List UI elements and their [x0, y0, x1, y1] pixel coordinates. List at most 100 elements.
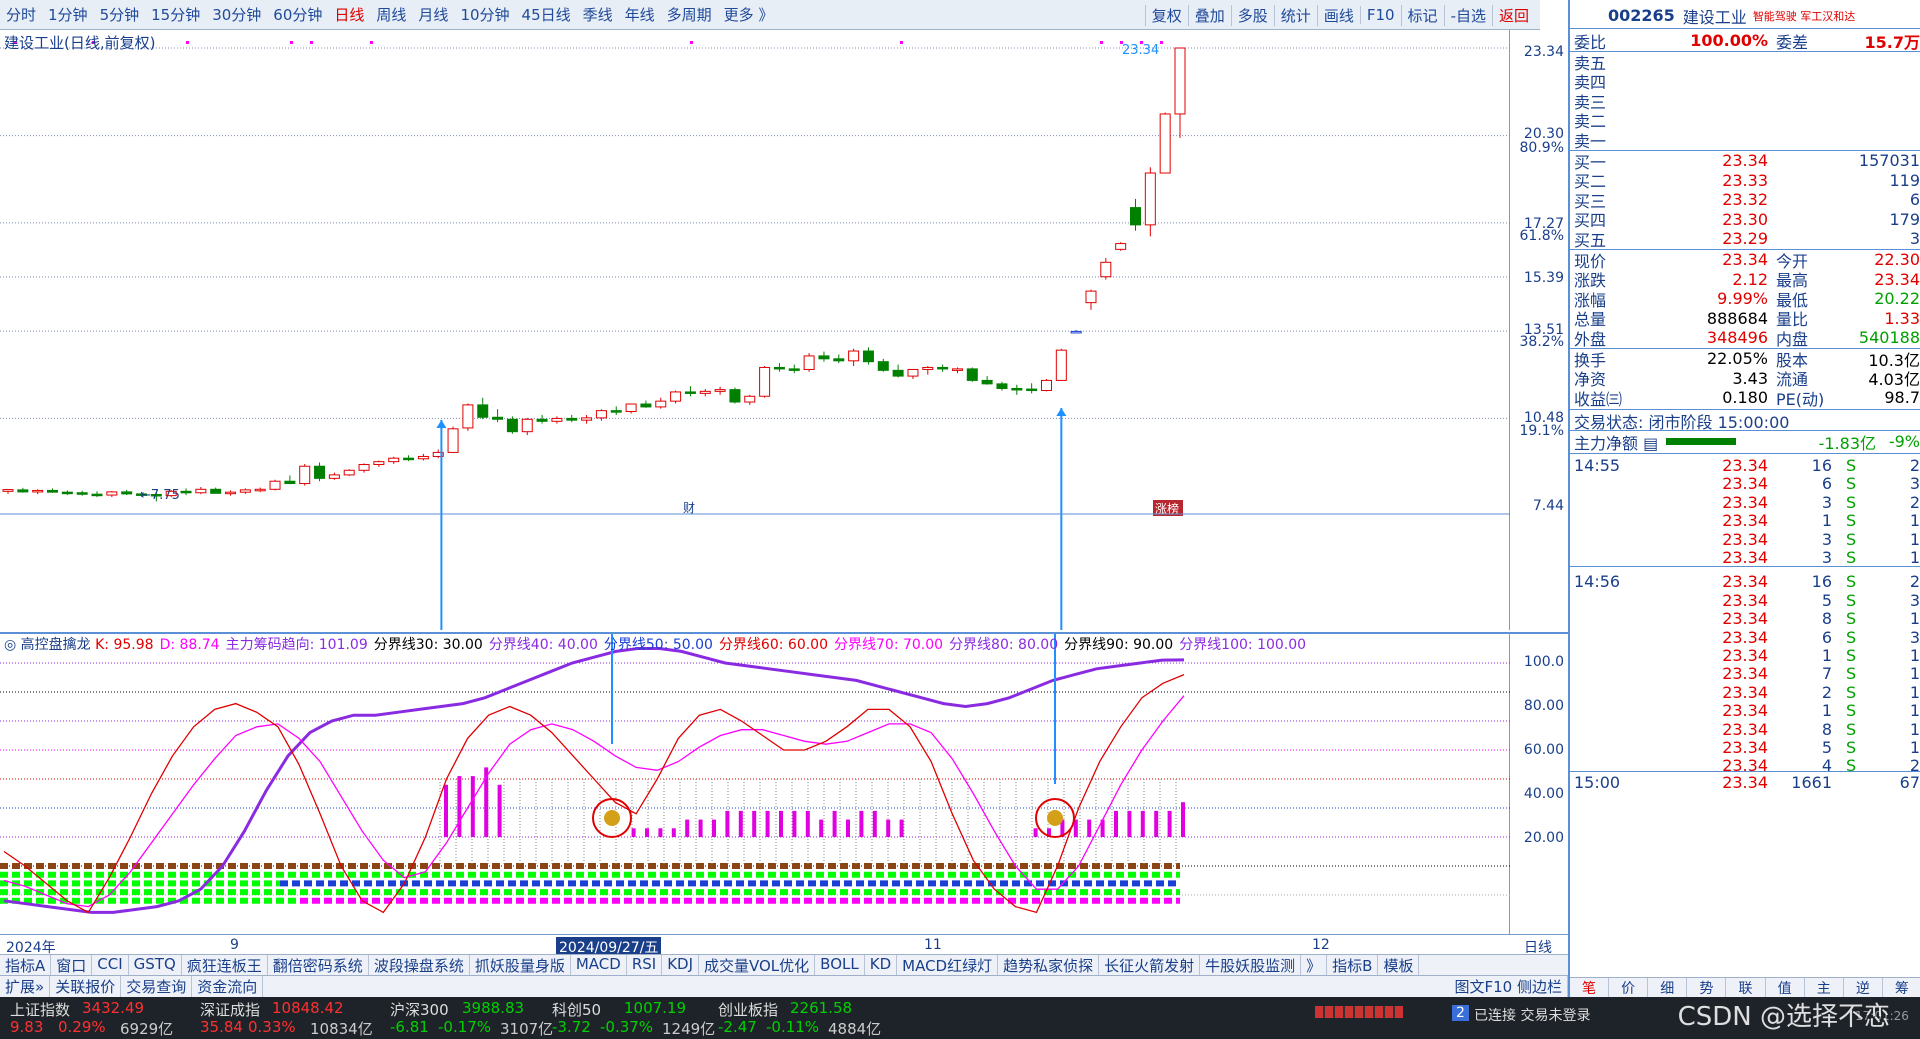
period-tab-12[interactable]: 年线 [624, 6, 655, 24]
candlestick-svg[interactable]: 23.34 ←7.75 财 涨榜 [0, 30, 1510, 630]
sell-label: 卖四 [1574, 73, 1607, 92]
legend-item: 分界线80: 80.00 [949, 637, 1059, 653]
tool-tab-1[interactable]: 叠加 [1187, 4, 1231, 26]
date-axis: 2024年 9 2024/09/27/五 11 12 日线 [0, 934, 1568, 957]
stat-label: 收益㈢ [1574, 389, 1623, 409]
period-tab-14[interactable]: 更多 》 [723, 6, 774, 24]
signal-bar [631, 828, 636, 837]
index-name[interactable]: 科创50 [552, 1001, 602, 1019]
quote-tab-6[interactable]: 主 [1805, 978, 1844, 997]
candle-body [640, 403, 652, 408]
period-tab-0[interactable]: 分时 [6, 6, 37, 24]
sub-tab-0[interactable]: 扩展» [0, 976, 51, 997]
period-tab-6[interactable]: 日线 [334, 6, 365, 24]
indicator-tab-8[interactable]: MACD [571, 955, 627, 975]
indicator-tab-5[interactable]: 翻倍密码系统 [268, 955, 369, 975]
quote-tab-5[interactable]: 值 [1766, 978, 1805, 997]
stock-code: 002265 [1608, 6, 1675, 25]
tool-tab-0[interactable]: 复权 [1144, 4, 1188, 26]
candle-body [759, 366, 771, 397]
quote-tab-4[interactable]: 联 [1726, 978, 1766, 997]
period-tab-9[interactable]: 10分钟 [460, 6, 510, 24]
period-tab-10[interactable]: 45日线 [521, 6, 571, 24]
period-tab-5[interactable]: 60分钟 [273, 6, 323, 24]
tool-tab-7[interactable]: -自选 [1443, 4, 1492, 26]
period-tab-4[interactable]: 30分钟 [212, 6, 262, 24]
index-name[interactable]: 沪深300 [390, 1001, 449, 1019]
sub-tab-2[interactable]: 交易查询 [121, 976, 193, 997]
indicator-svg[interactable] [0, 634, 1510, 934]
signal-bar [671, 828, 676, 837]
tool-tab-2[interactable]: 多股 [1230, 4, 1274, 26]
candle-body [492, 416, 504, 420]
index-value: 10848.42 [272, 999, 344, 1017]
limit-up-badge[interactable]: 涨榜 [1155, 501, 1179, 516]
connection-status[interactable]: 已连接 交易未登录 [1474, 1008, 1591, 1024]
indicator-tab-10[interactable]: KDJ [662, 955, 699, 975]
tick-volume: 16 [1811, 572, 1832, 592]
sub-tab-3[interactable]: 资金流向 [192, 976, 264, 997]
indicator-tab-17[interactable]: 牛股妖股监测 [1200, 955, 1302, 975]
quote-tab-3[interactable]: 势 [1687, 978, 1727, 997]
tool-tab-8[interactable]: 返回 [1491, 4, 1535, 26]
indicator-tab-4[interactable]: 疯狂连板王 [182, 955, 268, 975]
candlestick-chart[interactable]: 23.34 ←7.75 财 涨榜 [0, 30, 1510, 630]
indicator-tab-12[interactable]: BOLL [815, 955, 865, 975]
candle-body [1055, 349, 1067, 381]
index-name[interactable]: 创业板指 [718, 1001, 779, 1019]
tool-tab-3[interactable]: 统计 [1273, 4, 1317, 26]
indicator-tab-2[interactable]: CCI [92, 955, 129, 975]
indicator-tab-11[interactable]: 成交量VOL优化 [699, 955, 816, 975]
tool-tab-6[interactable]: 标记 [1400, 4, 1444, 26]
index-name[interactable]: 上证指数 [10, 1001, 71, 1019]
indicator-tab-14[interactable]: MACD红绿灯 [897, 955, 999, 975]
period-tab-11[interactable]: 季线 [582, 6, 613, 24]
indicator-tab-18[interactable]: 》 [1301, 955, 1328, 975]
selected-date[interactable]: 2024/09/27/五 [556, 937, 662, 957]
quote-tab-2[interactable]: 细 [1648, 978, 1688, 997]
tool-tab-4[interactable]: 画线 [1316, 4, 1360, 26]
candle-body [76, 492, 88, 495]
sidebar-tab[interactable]: 图文F10 侧边栏 [1450, 976, 1568, 997]
finance-badge[interactable]: 财 [683, 501, 695, 515]
candle-body [1129, 207, 1141, 226]
quote-tab-0[interactable]: 笔 [1570, 978, 1610, 997]
period-tab-13[interactable]: 多周期 [666, 6, 712, 24]
indicator-tab-20[interactable]: 模板 [1378, 955, 1420, 975]
indicator-tab-1[interactable]: 窗口 [51, 955, 93, 975]
price-axis-label: 10.48 [1523, 410, 1564, 426]
candle-body [1115, 243, 1127, 250]
indicator-tab-13[interactable]: KD [865, 955, 898, 975]
indicator-chart[interactable] [0, 632, 1510, 934]
indicator-tab-16[interactable]: 长征火箭发射 [1099, 955, 1201, 975]
indicator-tab-0[interactable]: 指标A [0, 955, 52, 975]
signal-bar [779, 810, 783, 837]
signal-bar [846, 819, 850, 837]
quote-tab-8[interactable]: 筹 [1883, 978, 1920, 997]
indicator-tab-7[interactable]: 抓妖股量身版 [470, 955, 571, 975]
tool-tab-5[interactable]: F10 [1359, 6, 1401, 24]
indicator-tab-19[interactable]: 指标B [1327, 955, 1379, 975]
indicator-tab-3[interactable]: GSTQ [129, 955, 182, 975]
indicator-tab-15[interactable]: 趋势私家侦探 [998, 955, 1100, 975]
candle-body [299, 465, 311, 485]
main-flow-label[interactable]: 主力净额 ▤ [1574, 433, 1659, 453]
period-tab-2[interactable]: 5分钟 [99, 6, 140, 24]
signal-bar [1127, 810, 1132, 837]
quote-tab-7[interactable]: 逆 [1844, 978, 1883, 997]
sell-row: 卖三 [1570, 91, 1920, 112]
indicator-tab-6[interactable]: 波段操盘系统 [369, 955, 470, 975]
period-tab-3[interactable]: 15分钟 [151, 6, 201, 24]
indicator-tab-9[interactable]: RSI [627, 955, 663, 975]
index-name[interactable]: 深证成指 [200, 1001, 261, 1019]
main-flow-pct: -9% [1888, 432, 1920, 451]
buy-price: 23.34 [1722, 151, 1768, 170]
tick-row: 23.34 8 S 1 [1570, 609, 1920, 628]
candle-body [358, 464, 370, 471]
period-tab-1[interactable]: 1分钟 [48, 6, 88, 24]
quote-tab-1[interactable]: 价 [1609, 978, 1649, 997]
period-tab-7[interactable]: 周线 [376, 6, 407, 24]
low-price-label: ←7.75 [140, 488, 180, 503]
sub-tab-1[interactable]: 关联报价 [50, 976, 122, 997]
period-tab-8[interactable]: 月线 [418, 6, 449, 24]
